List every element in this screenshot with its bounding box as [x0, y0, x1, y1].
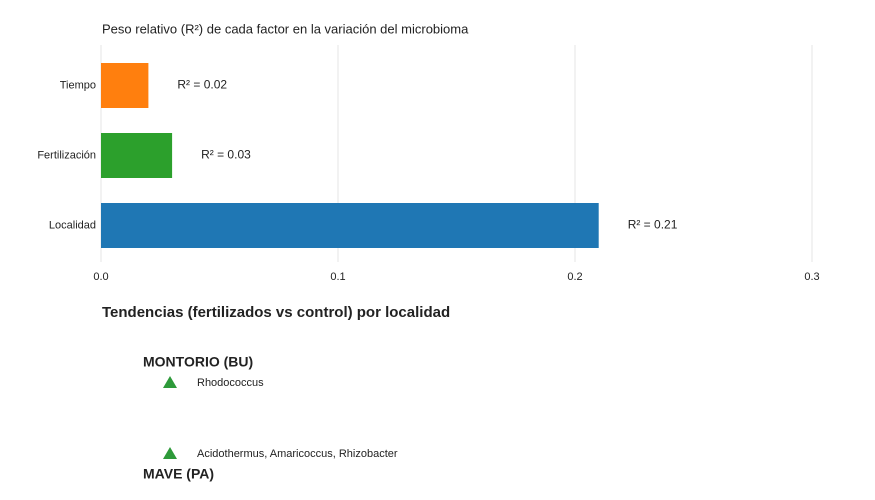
group-heading: MONTORIO (BU)	[143, 354, 253, 370]
bar	[101, 133, 173, 178]
trend-up-marker	[163, 447, 177, 459]
value-label: R² = 0.03	[201, 148, 251, 162]
group-item: Rhodococcus	[197, 377, 264, 389]
group-item: Acidothermus, Amaricoccus, Rhizobacter	[197, 448, 398, 460]
trend-up-marker	[163, 376, 177, 388]
chart-title: Peso relativo (R²) de cada factor en la …	[102, 21, 469, 36]
section-title: Tendencias (fertilizados vs control) por…	[102, 304, 450, 321]
value-label: R² = 0.21	[628, 218, 678, 232]
group-heading: MAVE (PA)	[143, 466, 214, 482]
value-label: R² = 0.02	[177, 78, 227, 92]
y-tick-label: Fertilización	[37, 149, 96, 161]
x-tick-label: 0.1	[330, 271, 345, 283]
y-tick-label: Localidad	[49, 219, 96, 231]
x-tick-label: 0.0	[93, 271, 108, 283]
x-tick-label: 0.3	[804, 271, 819, 283]
y-tick-label: Tiempo	[60, 79, 96, 91]
bar	[101, 203, 599, 248]
x-tick-label: 0.2	[567, 271, 582, 283]
bar	[101, 63, 149, 108]
